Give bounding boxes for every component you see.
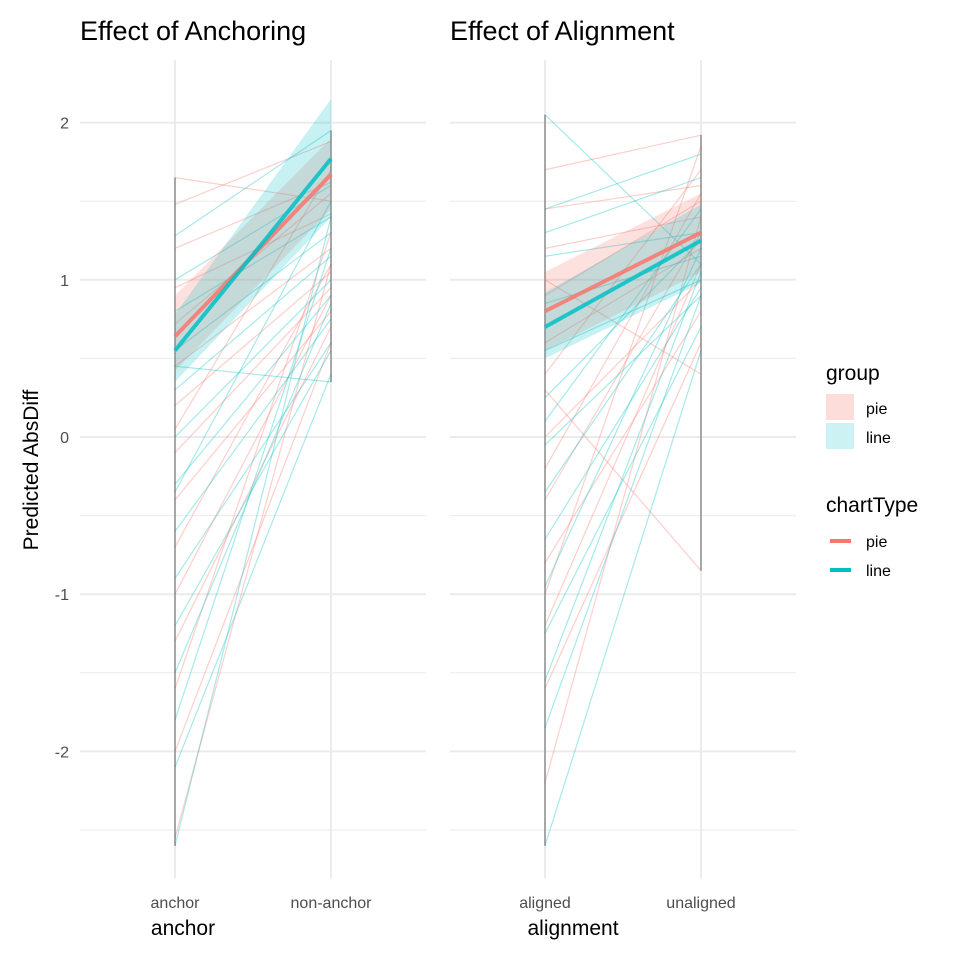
individual-line-pie <box>174 213 332 289</box>
individual-line-line <box>544 153 702 210</box>
mean-line-pie <box>544 230 702 314</box>
panel-title: Effect of Alignment <box>450 16 675 46</box>
y-tick-label: -2 <box>55 744 69 761</box>
individual-line-line <box>544 248 702 587</box>
individual-line-line <box>544 326 702 634</box>
y-axis-title: Predicted AbsDiff <box>20 389 43 550</box>
individual-line-line <box>544 177 702 234</box>
x-tick-label: aligned <box>519 895 571 912</box>
individual-line-line <box>544 240 702 399</box>
individual-line-pie <box>174 247 332 367</box>
individual-line-line <box>174 365 332 383</box>
individual-line-pie <box>544 134 702 171</box>
individual-line-pie <box>544 216 702 249</box>
y-tick-label: 1 <box>60 273 69 290</box>
individual-line-line <box>544 271 702 681</box>
legend-color-title: chartType <box>826 494 918 517</box>
individual-line-line <box>174 373 332 768</box>
legend-fill-label-pie: pie <box>866 401 887 418</box>
legend-color-label-line: line <box>866 563 891 580</box>
individual-line-line <box>174 350 332 626</box>
individual-line-line <box>544 350 702 846</box>
individual-line-pie <box>544 342 702 689</box>
x-tick-label: anchor <box>151 895 201 912</box>
y-tick-label: -1 <box>55 587 69 604</box>
individual-line-pie <box>544 193 702 469</box>
individual-line-line <box>174 279 332 438</box>
individual-line-line <box>174 232 332 352</box>
individual-line-line <box>544 263 702 493</box>
legend-fill-title: group <box>826 362 880 385</box>
ribbon-line <box>545 204 701 359</box>
individual-line-line <box>174 200 332 493</box>
individual-line-pie <box>174 263 332 548</box>
y-tick-label: 2 <box>60 116 69 133</box>
individual-line-pie <box>544 216 702 783</box>
individual-line-pie <box>544 200 702 297</box>
mean-line-line <box>173 157 333 352</box>
individual-line-line <box>174 295 332 485</box>
individual-line-pie <box>174 326 332 642</box>
individual-line-pie <box>174 263 332 839</box>
legend-fill-label-line: line <box>866 430 891 447</box>
individual-line-line <box>544 255 702 304</box>
legend-fill-key-line <box>826 423 854 449</box>
individual-line-line <box>174 129 332 237</box>
x-tick-label: non-anchor <box>291 895 373 912</box>
x-axis-title: alignment <box>527 917 618 940</box>
panel-2: Effect of Alignment aligned unaligned align… <box>450 16 796 940</box>
individual-line-pie <box>174 310 332 501</box>
panel-1: Effect of Anchoring anchor non-anchor ancho… <box>55 16 426 940</box>
panels-group: Effect of Anchoring anchor non-anchor ancho… <box>55 16 796 940</box>
legend: group pie line chartType pie line <box>826 362 918 580</box>
individual-line-pie <box>544 279 702 438</box>
individual-line-pie <box>174 271 332 407</box>
individual-line-line <box>544 295 702 446</box>
individual-line-pie <box>174 169 332 430</box>
individual-line-pie <box>544 279 702 375</box>
ribbon-line <box>175 99 331 382</box>
individual-line-pie <box>174 140 332 205</box>
mean-line-line <box>544 238 702 329</box>
individual-line-line <box>174 248 332 721</box>
individual-line-line <box>174 342 332 579</box>
legend-fill-key-pie <box>826 394 854 420</box>
individual-line-line <box>174 255 332 391</box>
individual-line-pie <box>544 310 702 564</box>
individual-line-line <box>544 114 702 265</box>
individual-line-pie <box>174 192 332 325</box>
legend-color-label-pie: pie <box>866 534 887 551</box>
y-tick-label: 0 <box>60 430 69 447</box>
individual-line-pie <box>544 247 702 344</box>
individual-line-line <box>544 232 702 257</box>
individual-line-line <box>174 216 332 846</box>
x-tick-label: unaligned <box>666 895 735 912</box>
individual-line-pie <box>174 287 332 454</box>
individual-line-pie <box>544 263 702 626</box>
individual-line-line <box>544 295 702 729</box>
individual-line-pie <box>174 295 332 595</box>
individual-line-pie <box>544 145 702 595</box>
individual-line-pie <box>174 342 332 752</box>
individual-line-line <box>544 279 702 352</box>
panel-title: Effect of Anchoring <box>80 16 306 46</box>
x-axis-title: anchor <box>151 917 215 940</box>
individual-line-line <box>174 216 332 312</box>
individual-line-line <box>544 287 702 540</box>
individual-line-pie <box>174 177 332 202</box>
individual-line-pie <box>544 232 702 501</box>
individual-line-line <box>174 303 332 674</box>
individual-line-line <box>174 318 332 532</box>
individual-line-pie <box>544 184 702 210</box>
individual-line-pie <box>544 389 702 572</box>
individual-line-pie <box>174 232 332 689</box>
